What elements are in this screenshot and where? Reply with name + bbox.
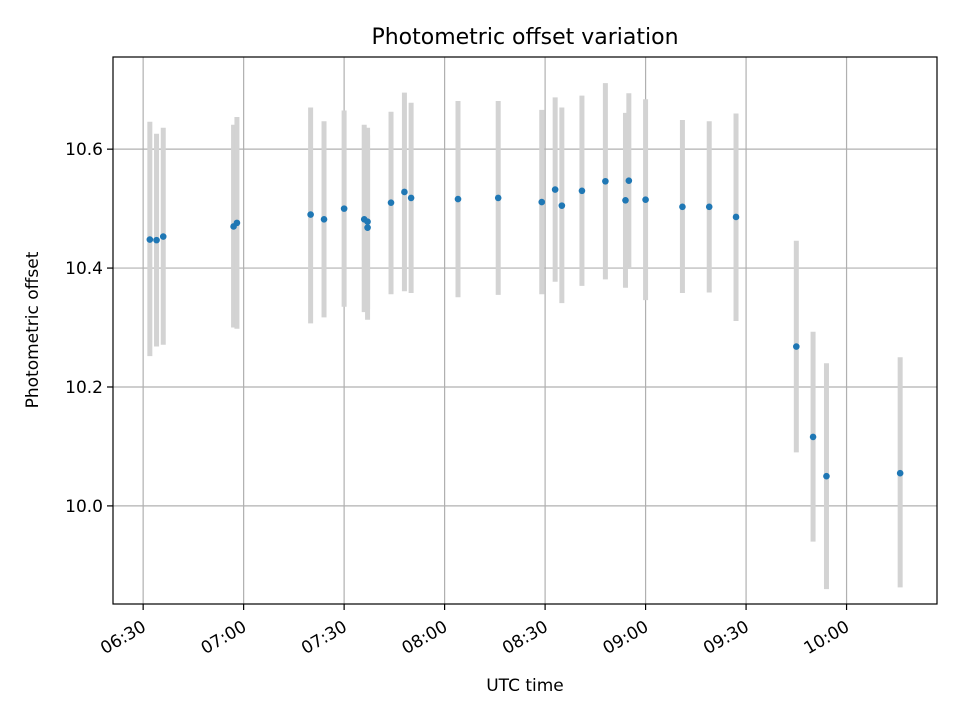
x-tick-label: 08:00	[399, 617, 451, 659]
data-points	[146, 177, 904, 480]
data-point	[364, 224, 371, 231]
data-point	[622, 196, 629, 204]
x-tick-label: 08:30	[499, 617, 551, 659]
data-point	[153, 236, 160, 244]
data-point	[454, 195, 462, 203]
x-tick-label: 09:30	[700, 617, 752, 659]
x-tick-label: 09:00	[600, 617, 652, 659]
data-point	[233, 219, 241, 227]
data-point	[642, 196, 649, 203]
data-point	[809, 433, 817, 441]
data-point	[705, 203, 713, 211]
y-tick-label: 10.4	[65, 259, 103, 279]
data-point	[407, 194, 415, 202]
data-point	[625, 177, 633, 184]
data-point	[159, 233, 167, 240]
x-tick-label: 07:30	[298, 617, 350, 659]
data-point	[602, 177, 609, 185]
data-point	[793, 343, 800, 350]
y-axis: 10.0 10.2 10.4 10.6	[65, 140, 113, 517]
error-bars	[147, 83, 903, 590]
plot-frame	[112, 56, 938, 605]
x-tick-label: 10:00	[801, 617, 853, 659]
data-point	[538, 198, 546, 206]
data-point	[679, 203, 686, 211]
data-point	[494, 194, 502, 202]
y-axis-label: Photometric offset	[23, 251, 43, 408]
y-tick-label: 10.6	[65, 140, 103, 160]
x-tick-label: 07:00	[198, 617, 250, 659]
x-axis: 06:30 07:00 07:30 08:00 08:30 09:00 09:30 10:00	[97, 604, 853, 659]
data-point	[401, 188, 408, 196]
data-point	[823, 472, 830, 480]
data-point	[558, 202, 566, 209]
data-point	[146, 236, 154, 243]
x-axis-label: UTC time	[486, 676, 564, 696]
data-point	[364, 218, 371, 225]
data-point	[307, 211, 314, 218]
data-point	[732, 213, 740, 221]
data-point	[578, 187, 586, 195]
data-point	[320, 216, 328, 223]
data-point	[896, 469, 904, 477]
chart-title: Photometric offset variation	[371, 25, 678, 50]
y-tick-label: 10.0	[65, 497, 103, 517]
data-point	[387, 199, 395, 206]
x-tick-label: 06:30	[97, 617, 149, 659]
data-point	[340, 205, 348, 212]
y-tick-label: 10.2	[65, 378, 103, 398]
data-point	[551, 186, 559, 193]
